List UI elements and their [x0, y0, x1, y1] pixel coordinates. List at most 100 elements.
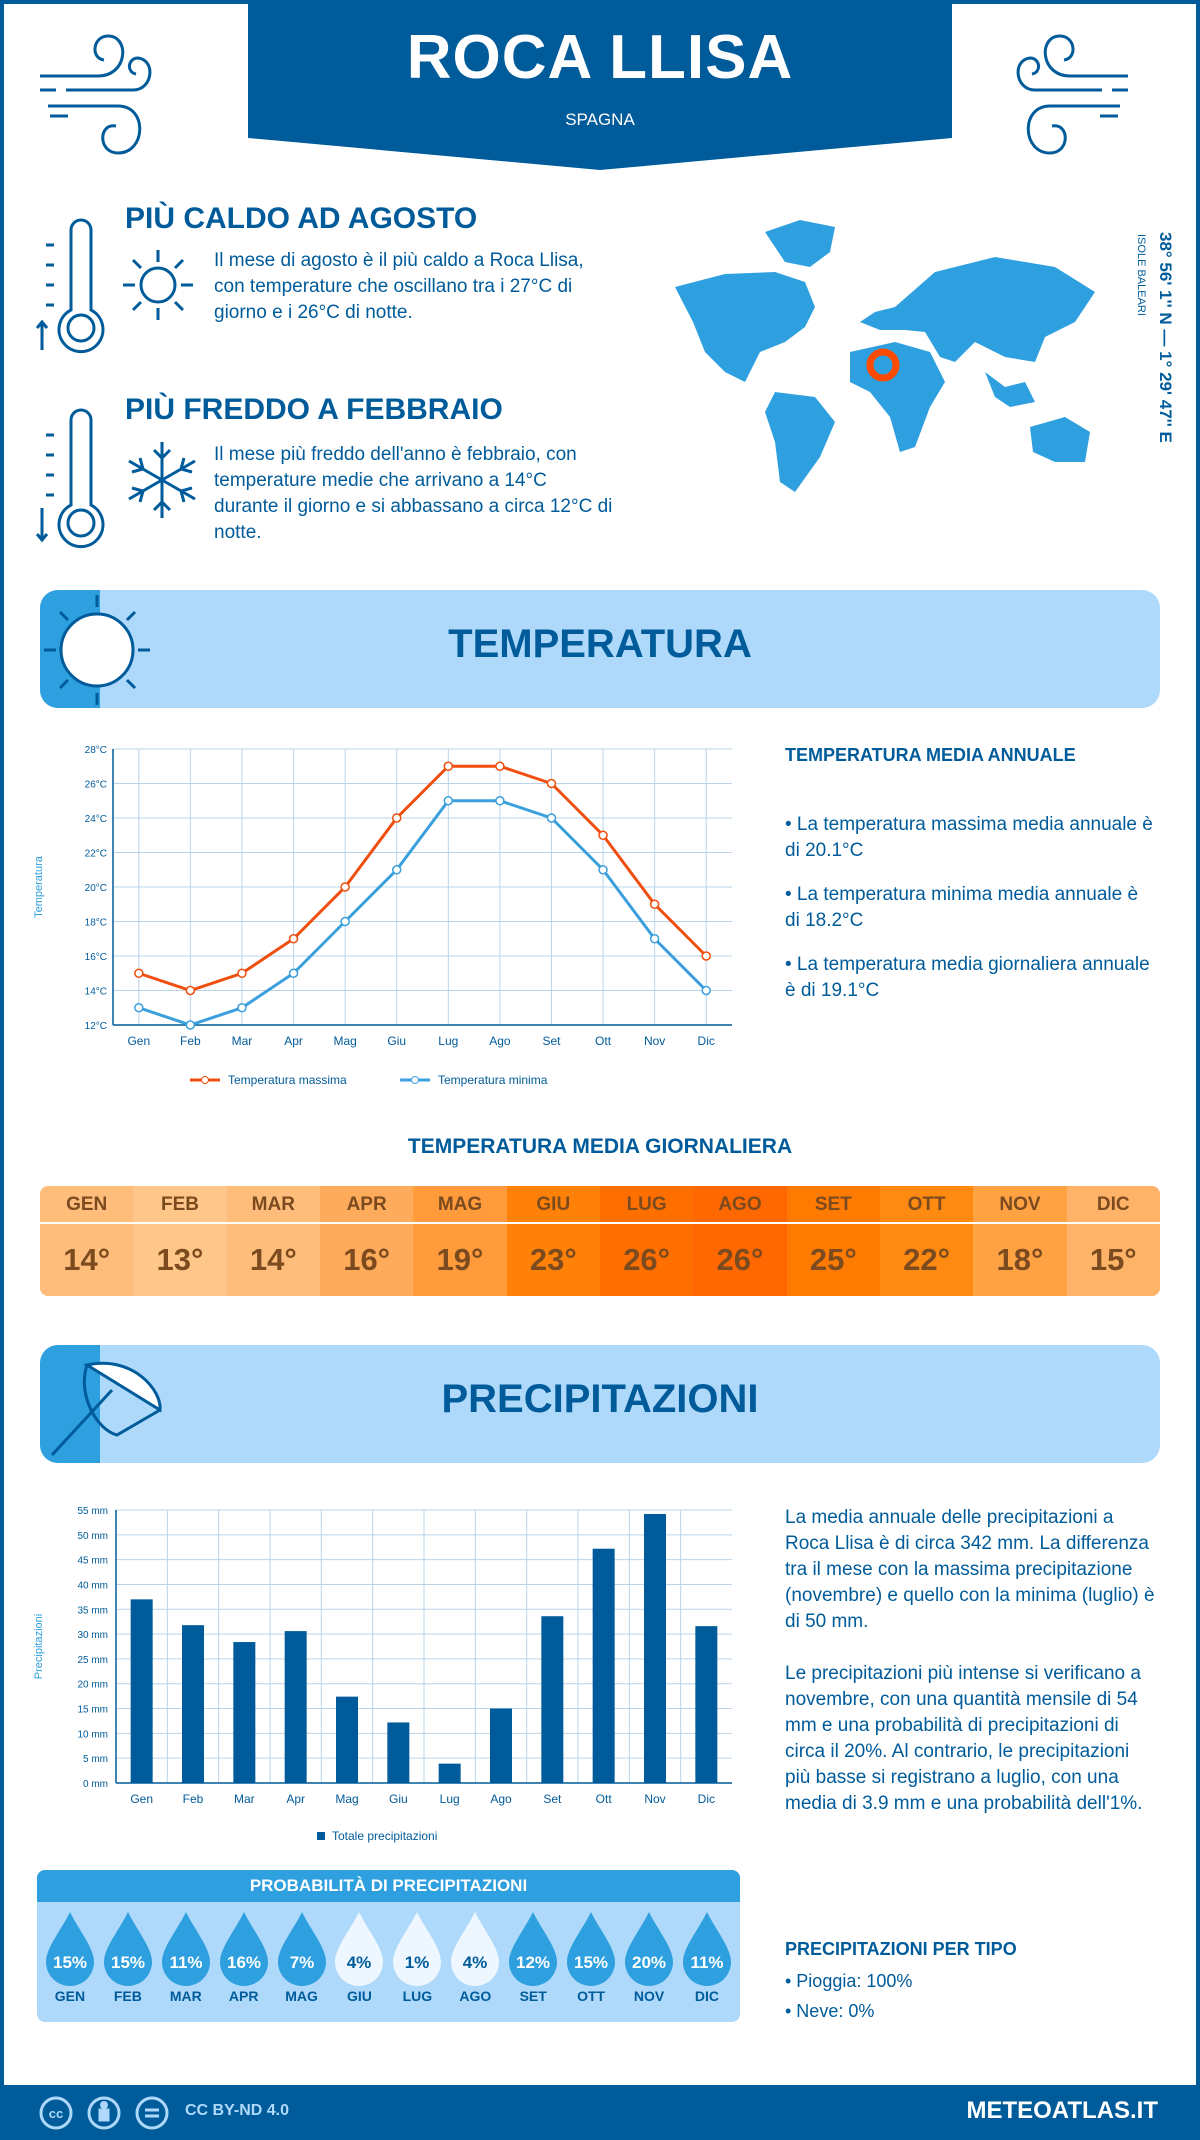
precip-probability-month: MAR [169, 1988, 202, 2004]
legend-label: Totale precipitazioni [332, 1829, 437, 1843]
y-tick-label: 50 mm [77, 1531, 108, 1542]
wind-icon-right [1016, 34, 1128, 155]
daily-temp-value: 14° [63, 1242, 111, 1277]
precip-probability-value: 1% [405, 1953, 430, 1972]
precip-probability-drop: 1% LUG [389, 1902, 445, 2004]
x-tick-label: Giu [389, 1792, 408, 1806]
daily-temp-cell: NOV 18° [973, 1186, 1067, 1296]
annual-temp-bullet-min: • La temperatura minima media annuale è … [785, 884, 1139, 931]
y-tick-label: 0 mm [83, 1779, 108, 1790]
data-point [495, 796, 505, 806]
data-point [443, 796, 454, 806]
y-tick-label: 40 mm [77, 1580, 108, 1591]
precip-probability-month: APR [228, 1988, 259, 2004]
precip-probability-month: GIU [347, 1988, 372, 2004]
x-tick-label: Ott [596, 1792, 613, 1806]
y-tick-label: 26°C [85, 780, 107, 791]
precip-bar [644, 1513, 666, 1783]
precip-probability-value: 20% [632, 1953, 666, 1972]
daily-temp-cell: GIU 23° [506, 1186, 600, 1296]
precip-probability-drop: 20% NOV [621, 1902, 677, 2004]
daily-temp-value: 23° [529, 1242, 577, 1277]
precip-probability-value: 4% [347, 1953, 372, 1972]
daily-temp-cell: AGO 26° [693, 1186, 787, 1296]
daily-temp-cell: GEN 14° [40, 1186, 134, 1296]
raindrop-icon: 11% [161, 1912, 210, 1986]
precip-probability-value: 15% [53, 1953, 87, 1972]
raindrop-icon: 11% [682, 1912, 731, 1986]
daily-temp-value: 14° [249, 1242, 297, 1277]
sun-large-icon [44, 595, 150, 705]
license-icons[interactable]: cc [38, 2095, 188, 2131]
world-map [675, 220, 1095, 492]
y-tick-label: 10 mm [77, 1729, 108, 1740]
precip-probability-value: 16% [227, 1953, 261, 1972]
daily-temp-title: TEMPERATURA MEDIA GIORNALIERA [407, 1135, 793, 1158]
series-line-min [138, 799, 708, 1027]
x-tick-label: Dic [698, 1034, 715, 1048]
x-tick-label: Gen [127, 1034, 150, 1048]
data-point [237, 1003, 247, 1013]
snowflake-icon [128, 442, 196, 518]
daily-temp-cell: OTT 22° [879, 1186, 974, 1296]
y-tick-label: 5 mm [83, 1754, 108, 1765]
daily-temp-month: OTT [879, 1186, 974, 1224]
daily-temp-month: APR [319, 1186, 414, 1224]
precip-bar [387, 1722, 410, 1783]
x-tick-label: Feb [183, 1792, 204, 1806]
precip-bar [336, 1696, 358, 1783]
x-tick-label: Giu [387, 1034, 406, 1048]
raindrop-icon: 20% [625, 1912, 674, 1986]
annual-temp-panel: TEMPERATURA MEDIA ANNUALE • La temperatu… [785, 742, 1155, 1004]
precip-bar [182, 1625, 204, 1783]
site-link[interactable]: METEOATLAS.IT [966, 2097, 1158, 2124]
precip-type-title: PRECIPITAZIONI PER TIPO [785, 1939, 1017, 1959]
footer: cc CC BY-ND 4.0 METEOATLAS.IT [0, 2085, 1200, 2140]
precip-bar [592, 1548, 615, 1783]
umbrella-icon [50, 1361, 162, 1457]
data-point [598, 865, 608, 875]
precip-probability-drop: 11% MAR [158, 1902, 214, 2004]
daily-temp-month: SET [786, 1186, 880, 1224]
y-tick-label: 18°C [85, 918, 107, 929]
y-tick-label: 20°C [85, 883, 107, 894]
precip-probability-drop: 4% AGO [447, 1902, 503, 2004]
x-tick-label: Nov [644, 1792, 665, 1806]
raindrop-icon: 15% [45, 1912, 94, 1986]
raindrop-icon: 4% [451, 1912, 500, 1986]
x-tick-label: Mar [232, 1034, 253, 1048]
annual-temp-title: TEMPERATURA MEDIA ANNUALE [785, 745, 1076, 765]
daily-temp-value: 19° [436, 1242, 484, 1277]
precip-probability-month: FEB [113, 1988, 142, 2004]
precip-bar [541, 1616, 564, 1783]
license-label[interactable]: CC BY-ND 4.0 [185, 2102, 290, 2119]
raindrop-icon: 1% [393, 1912, 442, 1986]
x-tick-label: Feb [180, 1034, 201, 1048]
precip-summary: La media annuale delle precipitazioni a … [785, 1505, 1155, 1817]
precip-probability-month: DIC [694, 1988, 719, 2004]
data-point [340, 882, 350, 892]
raindrop-icon: 4% [335, 1912, 384, 1986]
precip-bar [233, 1642, 256, 1783]
y-tick-label: 14°C [85, 987, 107, 998]
precip-probability-value: 11% [169, 1953, 202, 1972]
data-point [701, 985, 711, 996]
precip-probability-month: SET [519, 1988, 547, 2004]
precipitation-chart: 0 mm 5 mm 10 mm 15 mm 20 mm 25 mm 30 mm 35 mm 40… [33, 1506, 732, 1843]
legend-swatch [317, 1832, 325, 1840]
daily-temp-value: 26° [623, 1242, 671, 1277]
x-tick-label: Mag [335, 1792, 358, 1806]
x-tick-label: Mar [234, 1792, 255, 1806]
daily-temp-cell: MAG 19° [413, 1186, 507, 1296]
precip-probability-month: LUG [402, 1988, 433, 2004]
x-tick-label: Set [542, 1034, 561, 1048]
precip-bar [438, 1763, 461, 1783]
raindrop-icon: 16% [219, 1912, 268, 1986]
precip-bar [130, 1599, 153, 1783]
coldest-text: Il mese più freddo dell'anno è febbraio,… [214, 444, 613, 543]
x-tick-label: Nov [644, 1034, 665, 1048]
daily-temp-cell: SET 25° [786, 1186, 880, 1296]
warmest-text: Il mese di agosto è il più caldo a Roca … [214, 250, 584, 323]
annual-temp-bullet-mean: • La temperatura media giornaliera annua… [785, 954, 1150, 1001]
daily-temp-value: 18° [996, 1242, 1044, 1277]
